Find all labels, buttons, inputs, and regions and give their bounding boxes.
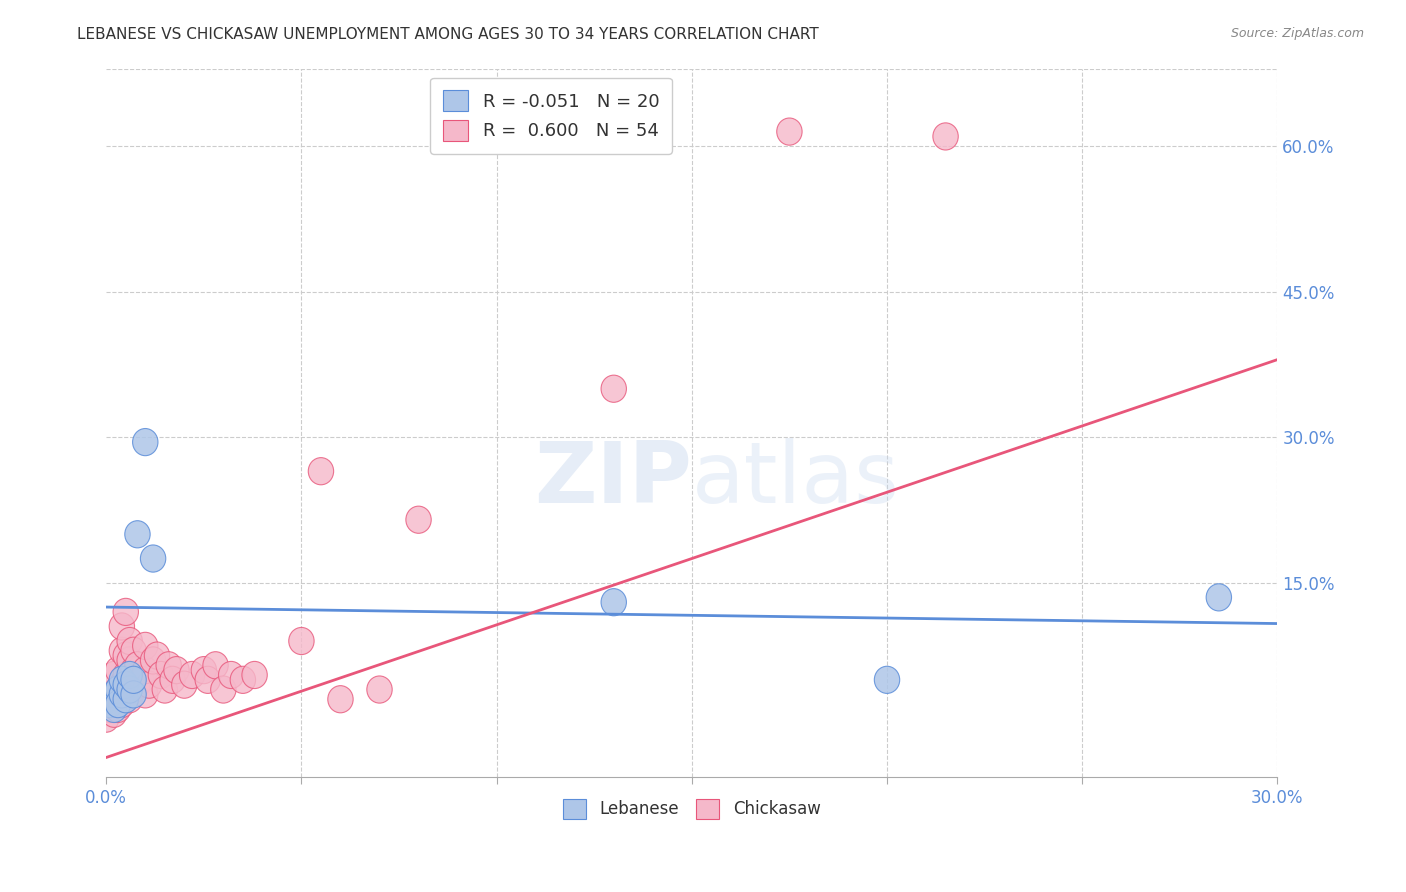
Ellipse shape xyxy=(105,676,131,703)
Ellipse shape xyxy=(148,661,173,689)
Ellipse shape xyxy=(218,661,243,689)
Ellipse shape xyxy=(776,118,801,145)
Ellipse shape xyxy=(97,696,122,723)
Ellipse shape xyxy=(172,671,197,698)
Ellipse shape xyxy=(132,657,157,683)
Ellipse shape xyxy=(160,666,186,693)
Ellipse shape xyxy=(156,652,181,679)
Ellipse shape xyxy=(152,676,177,703)
Ellipse shape xyxy=(97,690,122,718)
Text: Source: ZipAtlas.com: Source: ZipAtlas.com xyxy=(1230,27,1364,40)
Ellipse shape xyxy=(308,458,333,484)
Ellipse shape xyxy=(117,686,142,713)
Ellipse shape xyxy=(125,671,150,698)
Ellipse shape xyxy=(117,676,142,703)
Ellipse shape xyxy=(117,647,142,674)
Ellipse shape xyxy=(242,661,267,689)
Ellipse shape xyxy=(125,652,150,679)
Ellipse shape xyxy=(165,657,190,683)
Ellipse shape xyxy=(132,428,157,456)
Ellipse shape xyxy=(101,700,127,727)
Ellipse shape xyxy=(288,627,314,655)
Ellipse shape xyxy=(110,681,135,708)
Ellipse shape xyxy=(600,589,627,615)
Ellipse shape xyxy=(211,676,236,703)
Ellipse shape xyxy=(121,666,146,693)
Legend: Lebanese, Chickasaw: Lebanese, Chickasaw xyxy=(557,793,827,825)
Ellipse shape xyxy=(110,613,135,640)
Ellipse shape xyxy=(94,705,120,732)
Ellipse shape xyxy=(110,671,135,698)
Ellipse shape xyxy=(328,686,353,713)
Ellipse shape xyxy=(112,671,138,698)
Ellipse shape xyxy=(101,681,127,708)
Ellipse shape xyxy=(112,686,138,713)
Ellipse shape xyxy=(129,666,155,693)
Ellipse shape xyxy=(105,657,131,683)
Text: LEBANESE VS CHICKASAW UNEMPLOYMENT AMONG AGES 30 TO 34 YEARS CORRELATION CHART: LEBANESE VS CHICKASAW UNEMPLOYMENT AMONG… xyxy=(77,27,820,42)
Ellipse shape xyxy=(117,666,142,693)
Ellipse shape xyxy=(121,657,146,683)
Ellipse shape xyxy=(367,676,392,703)
Ellipse shape xyxy=(121,676,146,703)
Ellipse shape xyxy=(132,681,157,708)
Ellipse shape xyxy=(934,123,959,150)
Ellipse shape xyxy=(105,690,131,718)
Ellipse shape xyxy=(117,661,142,689)
Ellipse shape xyxy=(112,661,138,689)
Ellipse shape xyxy=(105,696,131,723)
Ellipse shape xyxy=(406,506,432,533)
Ellipse shape xyxy=(141,647,166,674)
Ellipse shape xyxy=(875,666,900,693)
Ellipse shape xyxy=(101,661,127,689)
Ellipse shape xyxy=(94,686,120,713)
Ellipse shape xyxy=(121,637,146,665)
Ellipse shape xyxy=(202,652,228,679)
Ellipse shape xyxy=(1206,583,1232,611)
Ellipse shape xyxy=(117,627,142,655)
Ellipse shape xyxy=(112,599,138,625)
Ellipse shape xyxy=(110,637,135,665)
Ellipse shape xyxy=(600,376,627,402)
Ellipse shape xyxy=(121,681,146,708)
Ellipse shape xyxy=(112,681,138,708)
Ellipse shape xyxy=(110,666,135,693)
Ellipse shape xyxy=(136,671,162,698)
Ellipse shape xyxy=(132,632,157,659)
Ellipse shape xyxy=(105,676,131,703)
Ellipse shape xyxy=(231,666,256,693)
Ellipse shape xyxy=(101,686,127,713)
Ellipse shape xyxy=(195,666,221,693)
Ellipse shape xyxy=(112,642,138,669)
Ellipse shape xyxy=(180,661,205,689)
Ellipse shape xyxy=(191,657,217,683)
Ellipse shape xyxy=(141,545,166,572)
Ellipse shape xyxy=(145,642,170,669)
Ellipse shape xyxy=(101,696,127,723)
Ellipse shape xyxy=(110,690,135,718)
Ellipse shape xyxy=(125,521,150,548)
Text: atlas: atlas xyxy=(692,438,900,521)
Ellipse shape xyxy=(97,681,122,708)
Text: ZIP: ZIP xyxy=(534,438,692,521)
